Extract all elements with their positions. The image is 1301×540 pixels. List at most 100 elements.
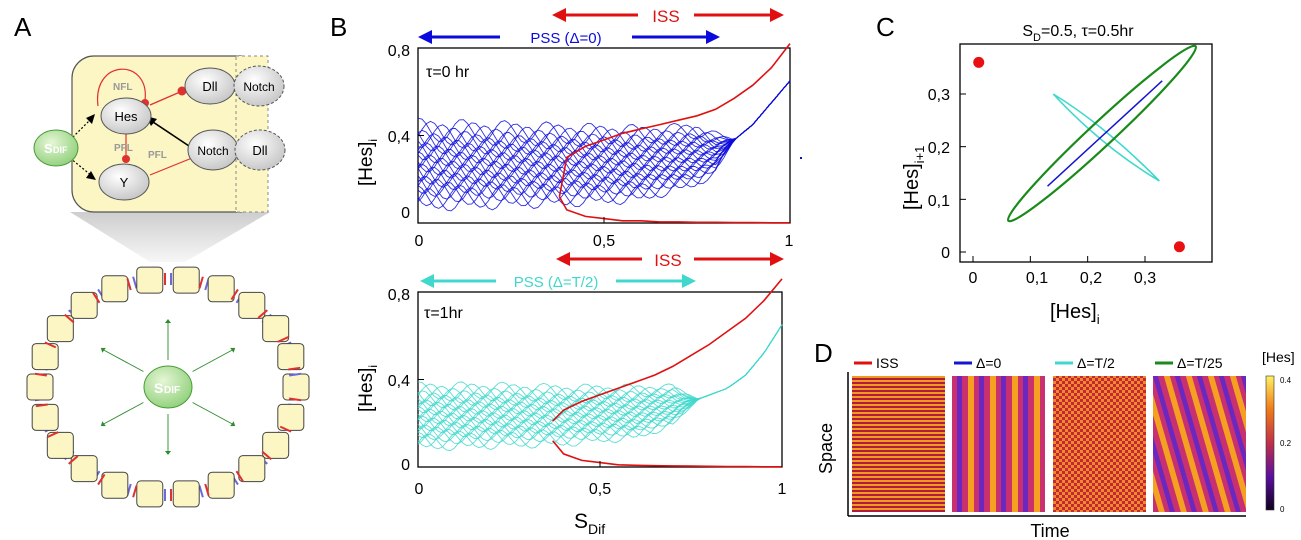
b-bottom-annotation: τ=1hr xyxy=(424,305,463,322)
signal-arrow-head xyxy=(230,347,236,353)
notch-node-mid-label: Notch xyxy=(197,144,228,158)
zoom-funnel xyxy=(70,212,270,262)
panel-a: A NFL PFL PFL Hes Y Dll Not xyxy=(14,12,310,508)
signal-arrow xyxy=(192,349,233,372)
notch-hes-activation xyxy=(149,119,193,149)
ring-junction-blue xyxy=(198,485,204,498)
ring-junction-red xyxy=(68,455,79,465)
pss-strand xyxy=(417,324,783,434)
pss-strand xyxy=(417,324,783,416)
b-bottom-iss-bg xyxy=(642,249,694,269)
dll-node-mid xyxy=(234,129,286,171)
dll-node-mid-label: Dll xyxy=(252,143,267,158)
pss-strand xyxy=(417,80,791,185)
ring-cell xyxy=(238,291,266,319)
b-bottom-iss-label: ISS xyxy=(654,251,681,270)
signal-arrow xyxy=(192,402,233,425)
pss-strand xyxy=(417,324,783,402)
notch-node-top-label: Notch xyxy=(243,80,274,94)
c-iss-point xyxy=(1173,241,1185,253)
b-top-ytick-0: 0 xyxy=(401,205,410,222)
y-node-label: Y xyxy=(120,175,129,190)
pss-strand xyxy=(417,80,791,153)
hes-dll-end xyxy=(177,86,187,96)
b-bottom-ytick-08: 0,8 xyxy=(388,287,410,304)
ring-junction-red xyxy=(288,366,301,371)
nfl-label: NFL xyxy=(113,82,132,93)
ring-sdif-node xyxy=(143,365,193,409)
c-ytick-03: 0,3 xyxy=(928,87,950,104)
pss-strand xyxy=(417,80,791,156)
b-top-annotation: τ=0 hr xyxy=(426,64,470,81)
b-top-pss-right-head xyxy=(706,30,720,44)
pss-strand xyxy=(417,324,783,439)
ring-cell xyxy=(26,373,54,401)
iss-upper-branch xyxy=(558,43,791,197)
panel-d: D ISS Δ=0 Δ=T/2 Δ=T/25 Space Time [Hes] 0.4… xyxy=(814,338,1295,540)
b-top-ytick-08: 0,8 xyxy=(388,43,410,60)
c-ylabel: [Hes]i+1 xyxy=(901,146,927,210)
b-bottom-ytick-04: 0,4 xyxy=(388,373,410,390)
ring-cell xyxy=(46,315,74,343)
sdif-node-sub: DIF xyxy=(53,145,68,155)
ring-sdif-s: S xyxy=(154,380,163,396)
c-xlabel: [Hes]i xyxy=(1050,301,1100,327)
sdif-node xyxy=(33,129,79,167)
ring-junction-red xyxy=(34,372,47,377)
c-data xyxy=(960,44,1198,262)
iss-lower-branch xyxy=(552,440,782,468)
d-colorbar-tick-02: 0.2 xyxy=(1280,439,1292,448)
ring-junction-red xyxy=(230,288,239,301)
c-xtick-01: 0,1 xyxy=(1026,270,1048,287)
c-xtick-03: 0,3 xyxy=(1134,270,1156,287)
signal-arrow-head xyxy=(100,347,106,353)
signal-arrow xyxy=(103,349,144,372)
iss-lower-branch xyxy=(558,196,790,224)
signal-arrow xyxy=(103,402,144,425)
d-colorbar-title: [Hes] xyxy=(1262,349,1295,365)
panel-b: B τ=0 hr ISS PSS (Δ=0) [Hes]i 0,8 0,4 0 … xyxy=(330,5,802,537)
ring-cell xyxy=(136,266,164,294)
b-top-pss-left-head xyxy=(418,30,432,44)
b-top-xtick-05: 0,5 xyxy=(593,233,615,250)
b-top-iss-right-head xyxy=(770,8,784,22)
d-legend-label: Δ=T/25 xyxy=(1177,355,1223,371)
ring-cell xyxy=(277,343,305,371)
c-ytick-0: 0 xyxy=(941,245,950,262)
d-heatmap-deltaT25 xyxy=(1153,376,1246,512)
panel-a-letter: A xyxy=(14,12,32,42)
b-bottom-ylabel: [Hes]i xyxy=(356,365,380,412)
ring-junction-red xyxy=(261,450,272,461)
iss-upper-branch xyxy=(552,278,783,422)
b-bottom-xtick-05: 0,5 xyxy=(589,481,611,498)
pss-strand xyxy=(417,80,791,145)
c-delta-t25-orbit xyxy=(1006,44,1198,223)
b-top-iss-bg xyxy=(638,5,694,25)
y-node xyxy=(98,163,150,201)
ring-cell xyxy=(262,315,290,343)
ring-cell xyxy=(172,480,200,508)
hes-y-end-bottom xyxy=(122,155,130,163)
d-heatmap-iss xyxy=(852,376,945,512)
d-legend-label: ISS xyxy=(876,355,899,371)
signal-arrow-head xyxy=(165,319,171,323)
signal-arrow-head xyxy=(230,421,236,427)
sdif-node-s: S xyxy=(44,141,53,156)
ring-cell xyxy=(101,471,129,499)
ring-junction-red xyxy=(235,470,244,482)
pss-strand xyxy=(417,324,783,413)
ring-junction-red xyxy=(204,483,210,496)
notch-node-top xyxy=(233,65,285,107)
b-top-xtick-0: 0 xyxy=(415,233,424,250)
ring-junction-red xyxy=(44,341,57,349)
y-notch-link xyxy=(149,157,193,176)
dll-node-top-label: Dll xyxy=(202,79,217,94)
ring-junction-red xyxy=(64,313,75,324)
d-xlabel: Time xyxy=(1030,521,1069,540)
pss-strand xyxy=(417,80,791,182)
ring-sdif-sub: DIF xyxy=(164,385,180,396)
b-top-data xyxy=(417,43,791,224)
b-top-ylabel: [Hes]i xyxy=(356,139,380,186)
b-top-stray-point xyxy=(800,157,802,159)
sdif-hes-arrow xyxy=(69,117,93,141)
